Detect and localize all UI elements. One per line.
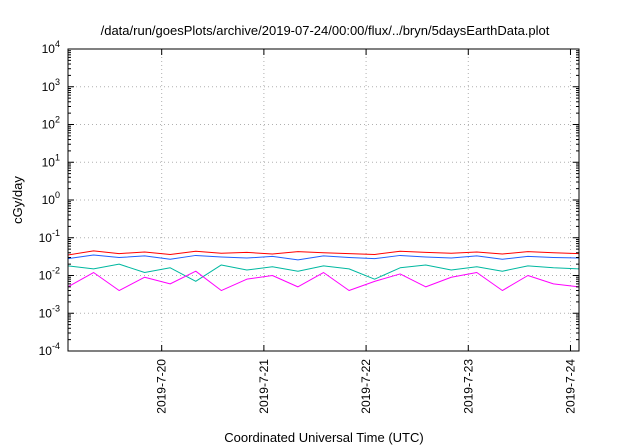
y-tick-label: 10-2: [39, 266, 60, 283]
y-tick-label: 102: [42, 115, 60, 132]
series-line-4: [67, 270, 580, 292]
y-tick-label: 10-3: [39, 303, 60, 320]
y-tick-label: 104: [42, 39, 60, 56]
series-line-3: [67, 254, 580, 261]
y-axis-label: cGy/day: [10, 176, 25, 224]
grid: [68, 49, 579, 351]
chart-title: /data/run/goesPlots/archive/2019-07-24/0…: [101, 23, 550, 38]
y-tick-label: 10-1: [39, 228, 60, 245]
series-line-1: [67, 250, 580, 256]
y-tick-label: 100: [42, 190, 60, 207]
x-tick-label: 2019-7-22: [359, 359, 373, 414]
y-tick-label: 10-4: [39, 341, 60, 358]
y-tick-label: 103: [42, 77, 60, 94]
axis-ticks: 10-4 10-3 10-2 10-1 100 101 102 103 104 2019-7-20…: [39, 39, 579, 414]
y-tick-label: 101: [42, 152, 60, 169]
series-line-2: [67, 263, 580, 282]
x-tick-label: 2019-7-24: [563, 359, 577, 414]
x-tick-label: 2019-7-23: [461, 359, 475, 414]
x-axis-label: Coordinated Universal Time (UTC): [224, 430, 423, 445]
x-tick-label: 2019-7-20: [155, 359, 169, 414]
series-layer: [67, 250, 580, 292]
x-tick-label: 2019-7-21: [257, 359, 271, 414]
